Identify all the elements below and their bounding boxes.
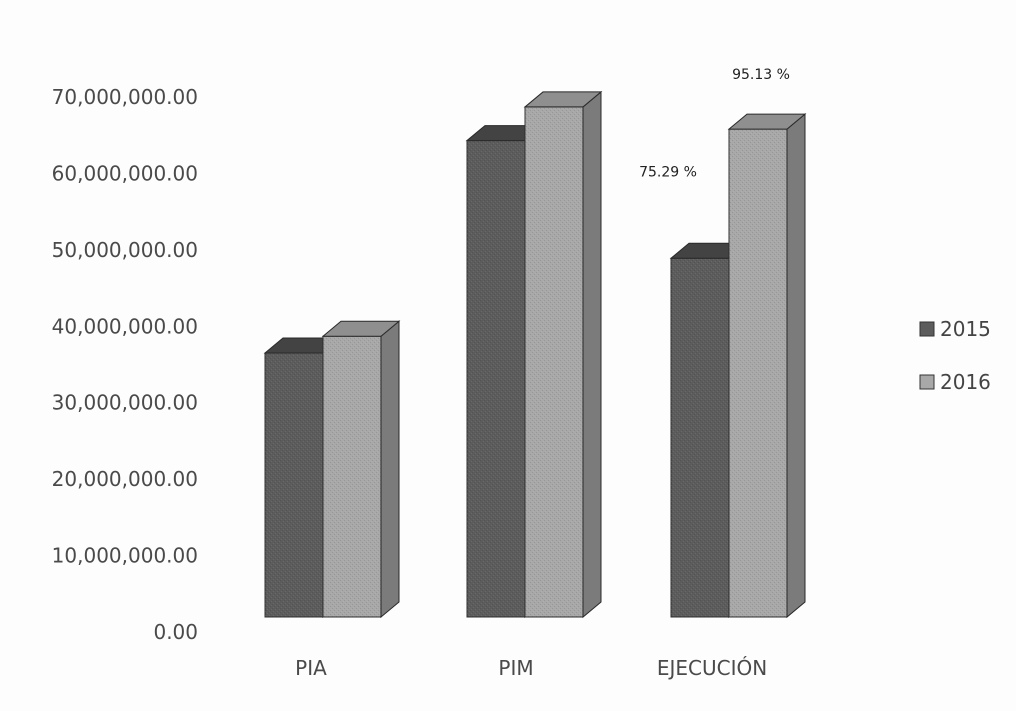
bar-ejecución-2016 [727, 113, 807, 619]
data-label: 75.29 % [639, 164, 697, 180]
legend-label: 2015 [940, 317, 991, 341]
legend-swatch [919, 374, 935, 390]
legend-item-2016: 2016 [919, 370, 991, 394]
legend-item-2015: 2015 [919, 317, 991, 341]
x-axis: PIA PIM EJECUCIÓN [295, 656, 767, 680]
bar-pim-2016 [523, 90, 603, 619]
x-tick-label: EJECUCIÓN [657, 656, 767, 680]
legend-swatch [919, 321, 935, 337]
data-label: 95.13 % [732, 67, 790, 83]
y-tick-label: 0.00 [153, 620, 198, 644]
legend: 2015 2016 [919, 317, 991, 394]
data-labels: 75.29 % 95.13 % [639, 67, 790, 180]
plot-area [263, 90, 807, 619]
y-tick-label: 50,000,000.00 [52, 238, 198, 262]
x-tick-label: PIA [295, 656, 327, 680]
bar-pia-2015 [263, 336, 343, 619]
y-tick-label: 30,000,000.00 [52, 391, 198, 415]
bar-pim-2015 [465, 124, 545, 619]
legend-label: 2016 [940, 370, 991, 394]
y-axis: 0.00 10,000,000.00 20,000,000.00 30,000,000… [52, 85, 198, 644]
y-tick-label: 70,000,000.00 [52, 85, 198, 109]
y-tick-label: 60,000,000.00 [52, 161, 198, 185]
bar-pia-2016 [321, 320, 401, 619]
y-tick-label: 40,000,000.00 [52, 314, 198, 338]
y-tick-label: 10,000,000.00 [52, 544, 198, 568]
y-tick-label: 20,000,000.00 [52, 467, 198, 491]
x-tick-label: PIM [498, 656, 533, 680]
